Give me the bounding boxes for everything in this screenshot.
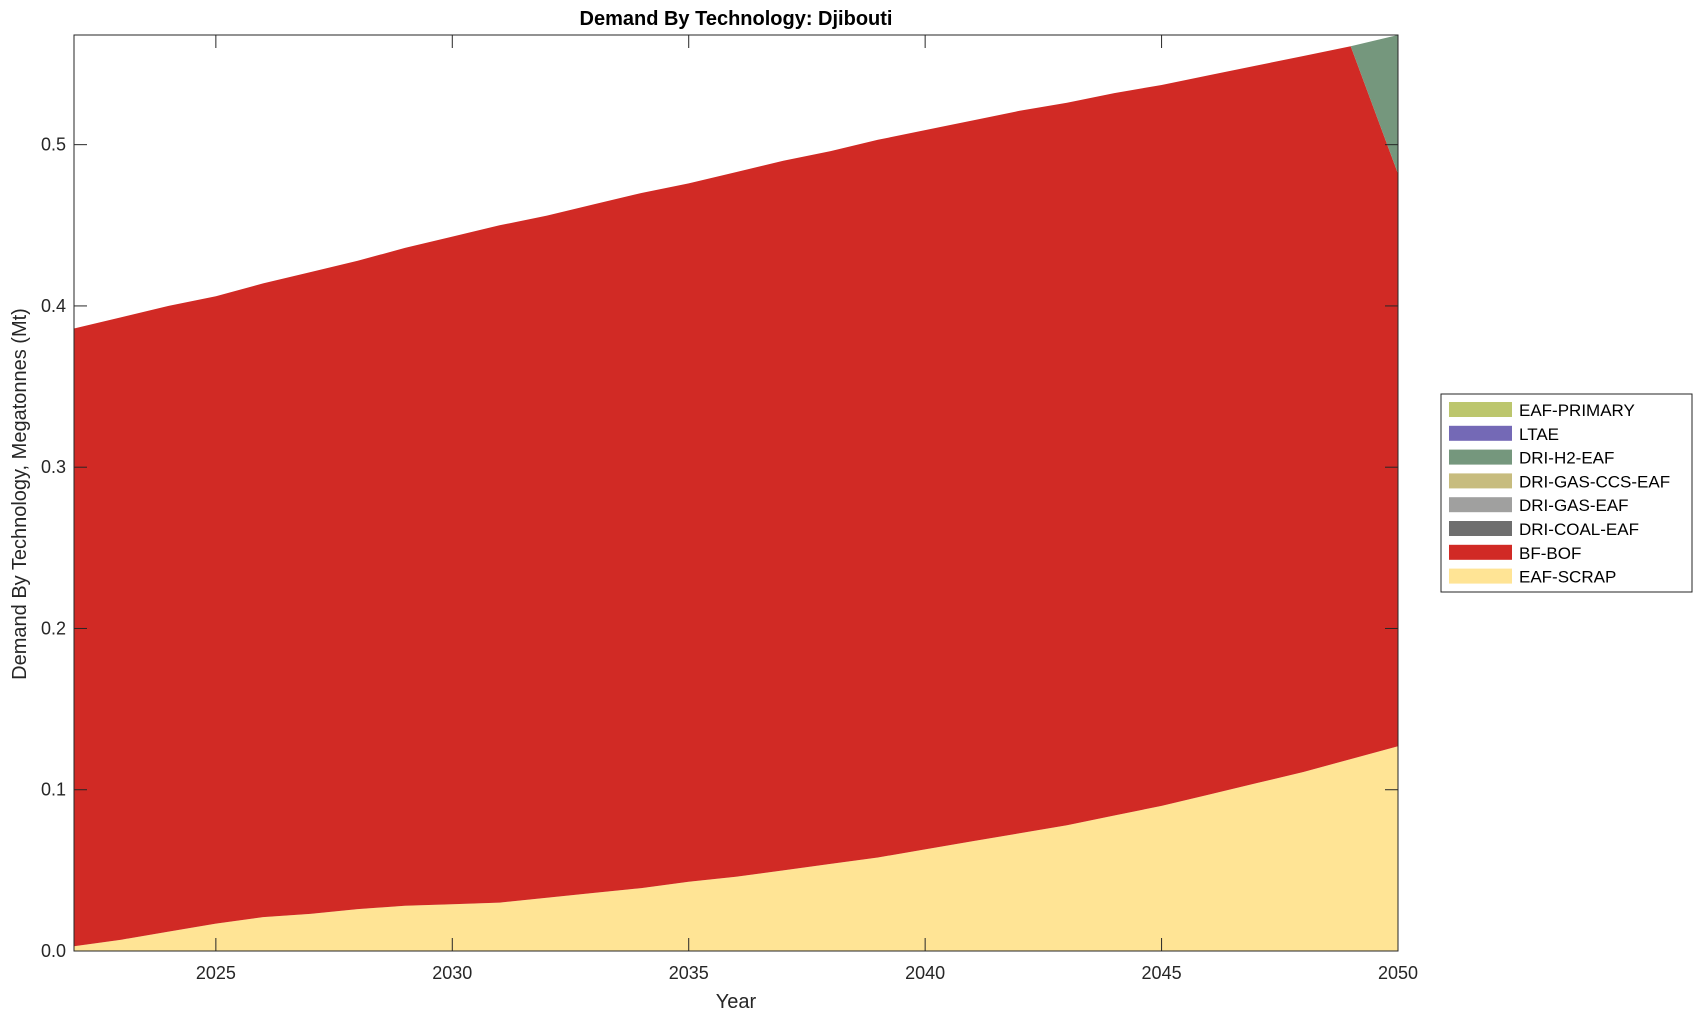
legend-label: EAF-SCRAP [1519, 568, 1616, 587]
legend-item-dri-h2-eaf: DRI-H2-EAF [1449, 449, 1614, 468]
legend: EAF-PRIMARY LTAE DRI-H2-EAF DRI-GAS-CCS-EAF… [1440, 393, 1693, 593]
legend-item-bf-bof: BF-BOF [1449, 544, 1581, 563]
legend-label: DRI-GAS-EAF [1519, 496, 1629, 515]
x-tick-label: 2025 [196, 963, 236, 983]
legend-swatch [1449, 449, 1512, 465]
chart-title: Demand By Technology: Djibouti [580, 8, 893, 30]
x-tick-label: 2050 [1378, 963, 1418, 983]
area-eaf-scrap [74, 746, 1398, 951]
area-bf-bof [74, 46, 1398, 947]
legend-item-dri-gas-ccs-eaf: DRI-GAS-CCS-EAF [1449, 472, 1670, 491]
legend-label: DRI-GAS-CCS-EAF [1519, 472, 1670, 491]
y-tick-label: 0.2 [41, 618, 66, 638]
legend-swatch [1449, 497, 1512, 513]
legend-label: DRI-COAL-EAF [1519, 520, 1639, 539]
y-tick-label: 0.0 [41, 941, 66, 961]
y-tick-label: 0.5 [41, 135, 66, 155]
legend-label: LTAE [1519, 425, 1559, 444]
x-axis-label: Year [716, 991, 757, 1013]
legend-label: EAF-PRIMARY [1519, 401, 1635, 420]
legend-swatch [1449, 568, 1512, 584]
legend-swatch [1449, 425, 1512, 441]
legend-swatch [1449, 544, 1512, 560]
x-axis-ticks: 2025 2030 2035 2040 2045 2050 [196, 35, 1418, 983]
y-axis-ticks: 0.0 0.1 0.2 0.3 0.4 0.5 [41, 135, 1398, 961]
legend-swatch [1449, 402, 1512, 417]
legend-item-ltae: LTAE [1449, 425, 1559, 444]
legend-swatch [1449, 521, 1512, 536]
x-tick-label: 2035 [669, 963, 709, 983]
legend-item-dri-gas-eaf: DRI-GAS-EAF [1449, 496, 1629, 515]
legend-label: DRI-H2-EAF [1519, 449, 1614, 468]
legend-item-dri-coal-eaf: DRI-COAL-EAF [1449, 520, 1639, 539]
y-tick-label: 0.3 [41, 457, 66, 477]
legend-item-eaf-scrap: EAF-SCRAP [1449, 568, 1616, 587]
plot-frame [73, 34, 1399, 952]
x-tick-label: 2040 [905, 963, 945, 983]
x-tick-label: 2030 [432, 963, 472, 983]
legend-label: BF-BOF [1519, 544, 1581, 563]
y-tick-label: 0.4 [41, 296, 66, 316]
y-axis-label: Demand By Technology, Megatonnes (Mt) [9, 308, 31, 680]
x-tick-label: 2045 [1142, 963, 1182, 983]
y-tick-label: 0.1 [41, 780, 66, 800]
legend-item-eaf-primary: EAF-PRIMARY [1449, 401, 1635, 420]
legend-swatch [1449, 473, 1512, 489]
area-layers [74, 35, 1398, 951]
